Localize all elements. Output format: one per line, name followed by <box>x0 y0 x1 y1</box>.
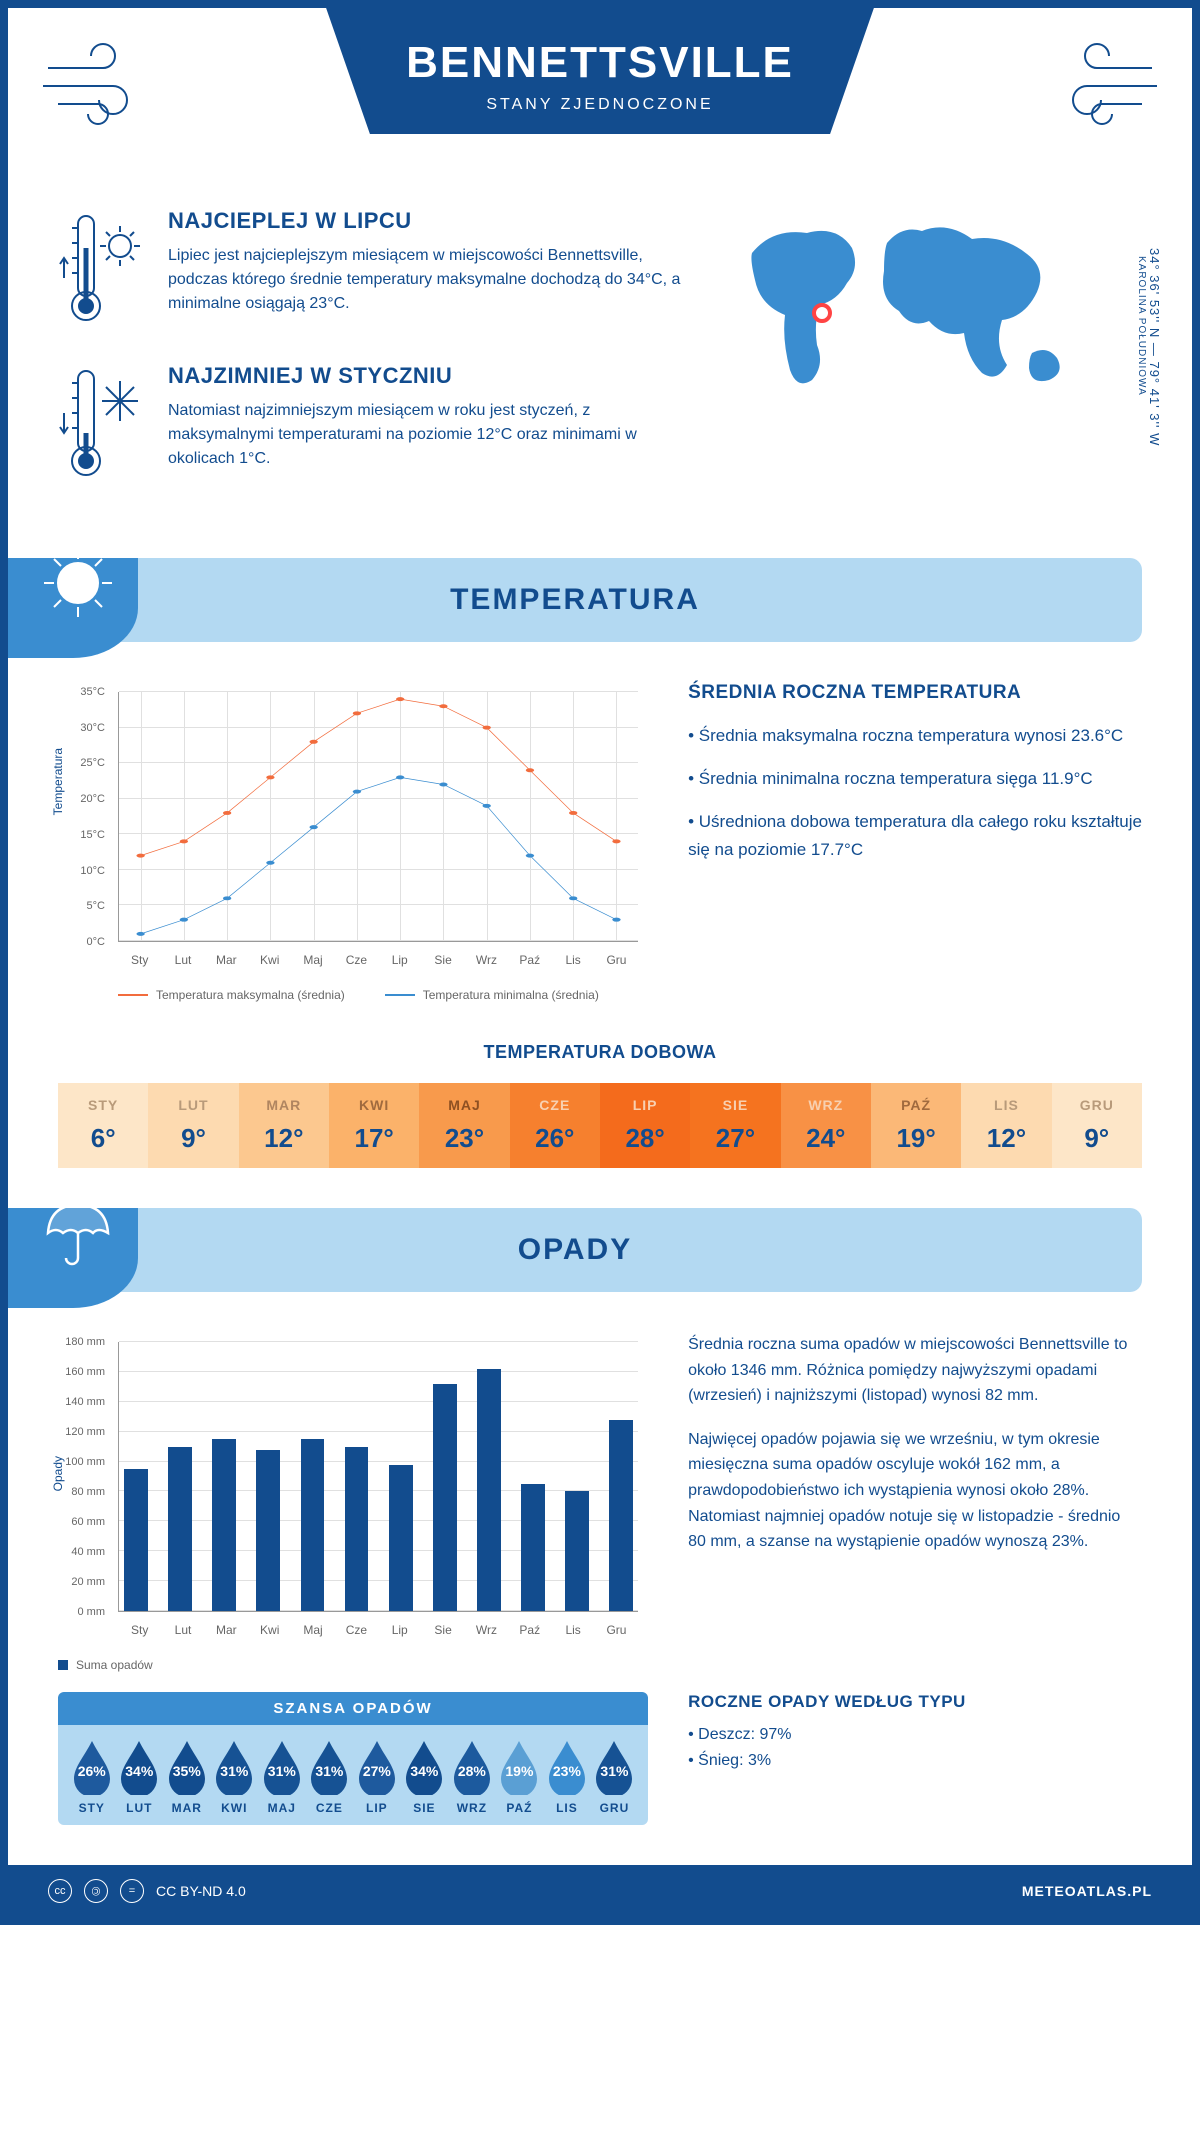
footer: cc 🄯 = CC BY-ND 4.0 METEOATLAS.PL <box>8 1865 1192 1917</box>
intro-section: NAJCIEPLEJ W LIPCU Lipiec jest najcieple… <box>8 188 1192 558</box>
thermometer-hot-icon <box>58 208 148 333</box>
rain-chance-cell: 31%MAJ <box>258 1739 306 1815</box>
coldest-body: Natomiast najzimniejszym miesiącem w rok… <box>168 399 682 471</box>
daily-temperature-table: TEMPERATURA DOBOWA STY6°LUT9°MAR12°KWI17… <box>8 1042 1192 1208</box>
rain-chance-cell: 31%CZE <box>306 1739 354 1815</box>
nd-icon: = <box>120 1879 144 1903</box>
warmest-block: NAJCIEPLEJ W LIPCU Lipiec jest najcieple… <box>58 208 682 333</box>
map-marker-icon <box>812 303 832 323</box>
wind-icon <box>1042 38 1162 128</box>
coldest-heading: NAJZIMNIEJ W STYCZNIU <box>168 363 682 389</box>
warmest-heading: NAJCIEPLEJ W LIPCU <box>168 208 682 234</box>
daily-temp-cell: KWI17° <box>329 1083 419 1168</box>
precip-bar <box>565 1491 589 1611</box>
rain-chance-cell: 28%WRZ <box>448 1739 496 1815</box>
coordinates: 34° 36' 53'' N — 79° 41' 3'' W KAROLINA … <box>1136 248 1162 446</box>
daily-temp-cell: GRU9° <box>1052 1083 1142 1168</box>
rain-chance-cell: 23%LIS <box>543 1739 591 1815</box>
precip-bar <box>212 1439 236 1611</box>
precip-bar <box>168 1447 192 1611</box>
cc-icon: cc <box>48 1879 72 1903</box>
rain-chance-cell: 31%KWI <box>211 1739 259 1815</box>
header: BENNETTSVILLE STANY ZJEDNOCZONE <box>8 8 1192 188</box>
legend-min: Temperatura minimalna (średnia) <box>385 988 599 1002</box>
daily-temp-cell: MAR12° <box>239 1083 329 1168</box>
wind-icon <box>38 38 158 128</box>
daily-temp-cell: WRZ24° <box>781 1083 871 1168</box>
rain-chance-cell: 27%LIP <box>353 1739 401 1815</box>
temperature-summary: ŚREDNIA ROCZNA TEMPERATURA • Średnia mak… <box>688 682 1142 1002</box>
by-icon: 🄯 <box>84 1879 108 1903</box>
umbrella-icon <box>38 1193 118 1273</box>
daily-temp-cell: CZE26° <box>510 1083 600 1168</box>
precip-bar <box>433 1384 457 1611</box>
daily-temp-cell: STY6° <box>58 1083 148 1168</box>
page-subtitle: STANY ZJEDNOCZONE <box>406 96 794 114</box>
rain-chance-cell: 34%SIE <box>401 1739 449 1815</box>
temperature-line-chart: Temperatura 0°C5°C10°C15°C20°C25°C30°C35… <box>58 682 648 1002</box>
precip-bar <box>477 1369 501 1611</box>
page: BENNETTSVILLE STANY ZJEDNOCZONE <box>0 0 1200 1925</box>
thermometer-cold-icon <box>58 363 148 488</box>
page-title: BENNETTSVILLE <box>406 38 794 88</box>
temperature-section-header: TEMPERATURA <box>8 558 1142 642</box>
daily-temp-cell: LIP28° <box>600 1083 690 1168</box>
rain-chance-cell: 31%GRU <box>591 1739 639 1815</box>
rain-chance-cell: 34%LUT <box>116 1739 164 1815</box>
warmest-body: Lipiec jest najcieplejszym miesiącem w m… <box>168 244 682 316</box>
license-label: CC BY-ND 4.0 <box>156 1883 246 1899</box>
coldest-block: NAJZIMNIEJ W STYCZNIU Natomiast najzimni… <box>58 363 682 488</box>
precipitation-summary: Średnia roczna suma opadów w miejscowośc… <box>688 1332 1142 1672</box>
precipitation-section-header: OPADY <box>8 1208 1142 1292</box>
precipitation-by-type: ROCZNE OPADY WEDŁUG TYPU • Deszcz: 97% •… <box>688 1692 1142 1773</box>
rain-chance-cell: 19%PAŹ <box>496 1739 544 1815</box>
precip-bar <box>301 1439 325 1611</box>
site-label: METEOATLAS.PL <box>1022 1883 1152 1899</box>
region-label: KAROLINA POŁUDNIOWA <box>1136 256 1147 446</box>
precip-bar <box>609 1420 633 1611</box>
daily-temp-cell: LUT9° <box>148 1083 238 1168</box>
precipitation-bar-chart: Opady 0 mm20 mm40 mm60 mm80 mm100 mm120 … <box>58 1332 648 1672</box>
sun-icon <box>38 543 118 623</box>
world-map <box>722 208 1102 408</box>
daily-temp-cell: SIE27° <box>690 1083 780 1168</box>
daily-temp-cell: PAŹ19° <box>871 1083 961 1168</box>
precip-bar <box>256 1450 280 1611</box>
rain-chance-cell: 26%STY <box>68 1739 116 1815</box>
precip-bar <box>521 1484 545 1611</box>
legend-max: Temperatura maksymalna (średnia) <box>118 988 345 1002</box>
header-banner: BENNETTSVILLE STANY ZJEDNOCZONE <box>326 8 874 134</box>
precip-bar <box>124 1469 148 1611</box>
precip-bar <box>389 1465 413 1611</box>
daily-temp-cell: LIS12° <box>961 1083 1051 1168</box>
rain-chance-table: SZANSA OPADÓW 26%STY34%LUT35%MAR31%KWI31… <box>58 1692 648 1825</box>
rain-chance-cell: 35%MAR <box>163 1739 211 1815</box>
precip-bar <box>345 1447 369 1611</box>
daily-temp-cell: MAJ23° <box>419 1083 509 1168</box>
